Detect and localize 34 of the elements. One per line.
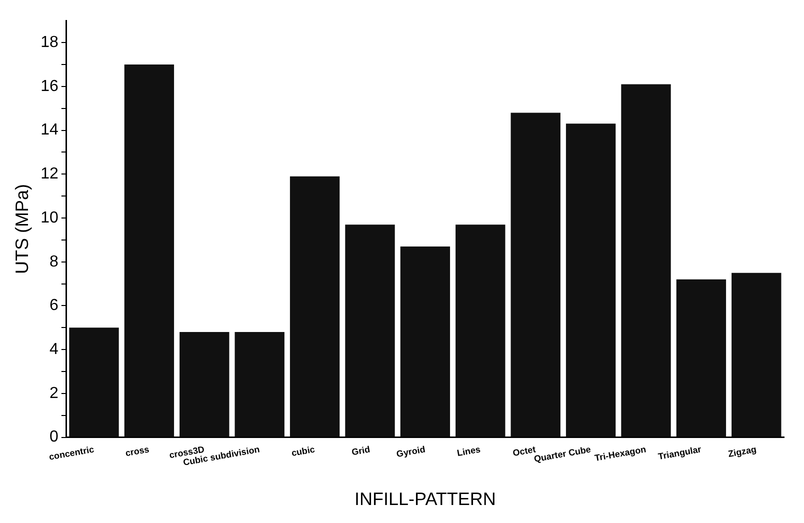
y-tick-label: 10 bbox=[40, 209, 58, 226]
y-tick-label: 0 bbox=[49, 428, 58, 446]
x-tick-label: cubic bbox=[290, 444, 316, 458]
bar bbox=[290, 176, 340, 437]
y-axis-title: UTS (MPa) bbox=[12, 184, 32, 274]
y-tick-label: 6 bbox=[49, 297, 58, 314]
bar bbox=[69, 328, 119, 437]
y-tick-label: 4 bbox=[49, 340, 58, 358]
x-tick-label: Lines bbox=[456, 444, 482, 458]
bar bbox=[345, 224, 395, 437]
bar bbox=[124, 64, 174, 437]
x-tick-label: Tri-Hexagon bbox=[594, 444, 647, 464]
bar bbox=[732, 272, 782, 437]
bar bbox=[456, 224, 506, 437]
bar bbox=[510, 112, 560, 437]
y-tick-label: 12 bbox=[40, 166, 58, 183]
y-tick-label: 8 bbox=[49, 253, 58, 270]
x-tick-label: Gyroid bbox=[396, 444, 426, 460]
bar bbox=[180, 332, 230, 437]
y-tick-label: 2 bbox=[49, 384, 58, 402]
x-tick-label: Zigzag bbox=[727, 444, 758, 459]
x-tick-label: Grid bbox=[350, 444, 371, 458]
x-axis-title: INFILL-PATTERN bbox=[354, 489, 496, 510]
bar bbox=[566, 124, 616, 437]
x-tick-label: Triangular bbox=[657, 444, 702, 462]
bar bbox=[621, 84, 671, 437]
bar bbox=[234, 332, 284, 437]
x-tick-label: concentric bbox=[48, 444, 95, 462]
bar bbox=[400, 246, 450, 437]
y-tick-label: 18 bbox=[40, 34, 58, 51]
bar bbox=[676, 279, 726, 437]
y-tick-label: 16 bbox=[40, 78, 58, 95]
y-tick-label: 14 bbox=[40, 122, 58, 139]
x-tick-label: cross bbox=[124, 444, 150, 458]
